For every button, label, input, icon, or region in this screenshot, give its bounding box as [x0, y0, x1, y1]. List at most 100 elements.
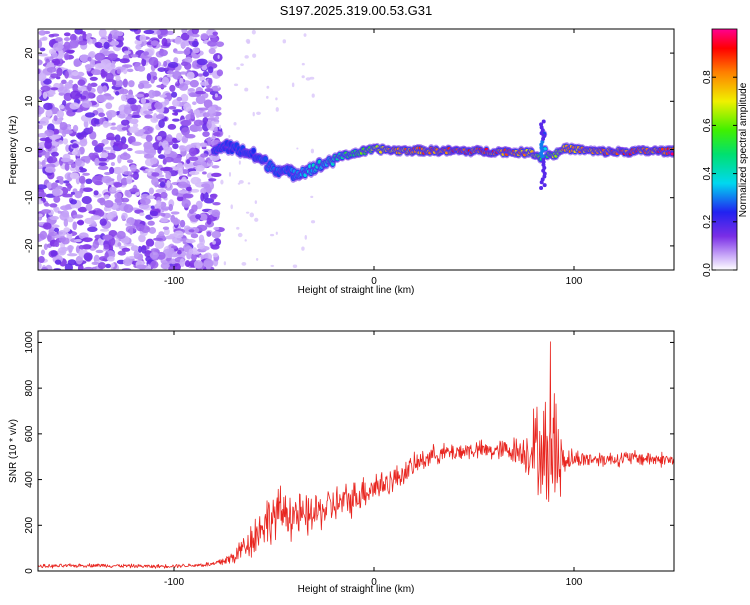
- noise-speckle: [51, 151, 59, 157]
- noise-speckle: [301, 62, 305, 66]
- noise-speckle: [181, 199, 191, 208]
- noise-speckle: [61, 209, 70, 218]
- noise-speckle: [74, 158, 82, 166]
- noise-speckle: [195, 90, 206, 95]
- noise-speckle: [38, 256, 45, 263]
- noise-speckle: [172, 236, 183, 244]
- noise-speckle: [82, 244, 92, 250]
- noise-speckle: [123, 106, 132, 115]
- noise-speckle: [191, 33, 200, 38]
- noise-speckle: [236, 226, 240, 230]
- noise-speckle: [245, 38, 251, 44]
- noise-speckle: [135, 44, 142, 50]
- noise-speckle: [167, 123, 177, 130]
- noise-speckle: [106, 132, 115, 141]
- noise-speckle: [74, 191, 83, 199]
- noise-speckle: [146, 195, 156, 200]
- noise-speckle: [195, 109, 201, 118]
- noise-speckle: [116, 31, 124, 37]
- noise-speckle: [67, 50, 74, 54]
- noise-speckle: [119, 88, 129, 95]
- noise-speckle: [172, 143, 179, 150]
- noise-speckle: [217, 54, 220, 59]
- noise-speckle: [113, 182, 123, 188]
- noise-speckle: [150, 157, 158, 165]
- ridge-core: [543, 147, 547, 151]
- noise-speckle: [104, 171, 112, 176]
- noise-speckle: [238, 180, 244, 184]
- noise-speckle: [41, 267, 48, 270]
- noise-speckle: [270, 264, 275, 267]
- spectrogram-y-tick-label: -20: [24, 238, 35, 253]
- ridge-spike: [541, 162, 546, 167]
- noise-speckle: [39, 230, 48, 240]
- noise-speckle: [82, 172, 90, 176]
- noise-speckle: [123, 50, 132, 55]
- noise-speckle: [85, 203, 93, 212]
- noise-speckle: [94, 157, 100, 166]
- snr-y-tick-label: 200: [24, 517, 35, 534]
- noise-speckle: [190, 253, 197, 261]
- noise-speckle: [199, 142, 208, 148]
- noise-speckle: [199, 81, 210, 86]
- noise-speckle: [74, 238, 82, 243]
- noise-speckle: [207, 159, 212, 164]
- noise-speckle: [163, 228, 170, 236]
- noise-speckle: [244, 87, 249, 92]
- noise-speckle: [59, 121, 68, 131]
- noise-speckle: [126, 175, 133, 185]
- noise-speckle: [211, 172, 222, 178]
- noise-speckle: [97, 165, 109, 171]
- noise-speckle: [117, 250, 126, 256]
- noise-speckle: [150, 40, 159, 46]
- noise-speckle: [76, 71, 85, 77]
- noise-speckle: [212, 252, 219, 258]
- noise-speckle: [198, 107, 209, 111]
- noise-speckle: [301, 75, 305, 79]
- noise-speckle: [69, 102, 80, 110]
- noise-speckle: [129, 164, 137, 172]
- ridge-spike: [539, 145, 544, 150]
- noise-speckle: [121, 126, 128, 131]
- noise-speckle: [163, 60, 168, 67]
- noise-speckle: [42, 116, 51, 121]
- noise-speckle: [87, 82, 92, 92]
- noise-speckle: [62, 129, 74, 135]
- noise-speckle: [92, 240, 100, 249]
- noise-speckle: [107, 53, 118, 61]
- noise-speckle: [173, 230, 184, 239]
- noise-speckle: [180, 119, 192, 127]
- noise-speckle: [161, 37, 168, 47]
- noise-speckle: [57, 210, 62, 214]
- noise-speckle: [178, 167, 184, 177]
- noise-speckle: [123, 171, 133, 176]
- spectrogram-x-tick-label: 0: [371, 276, 377, 287]
- noise-speckle: [160, 167, 171, 172]
- noise-speckle: [176, 96, 183, 102]
- noise-speckle: [210, 244, 220, 250]
- noise-speckle: [143, 110, 154, 115]
- noise-speckle: [214, 121, 220, 125]
- noise-speckle: [105, 263, 112, 269]
- noise-speckle: [104, 146, 114, 150]
- noise-speckle: [119, 110, 125, 115]
- noise-speckle: [161, 76, 170, 86]
- noise-speckle: [38, 72, 47, 82]
- snr-y-tick-label: 600: [24, 425, 35, 442]
- colorbar-tick-label: 0.4: [702, 166, 713, 180]
- noise-speckle: [72, 214, 84, 219]
- noise-speckle: [51, 182, 57, 190]
- noise-speckle: [110, 210, 118, 218]
- noise-speckle: [206, 120, 212, 129]
- noise-speckle: [206, 231, 212, 237]
- noise-speckle: [139, 197, 151, 206]
- noise-speckle: [38, 106, 45, 115]
- noise-speckle: [214, 93, 218, 98]
- noise-speckle: [211, 230, 222, 239]
- noise-speckle: [186, 71, 195, 80]
- ridge-spike: [539, 122, 544, 127]
- noise-speckle: [69, 39, 79, 49]
- noise-speckle: [156, 114, 165, 120]
- noise-speckle: [116, 68, 122, 75]
